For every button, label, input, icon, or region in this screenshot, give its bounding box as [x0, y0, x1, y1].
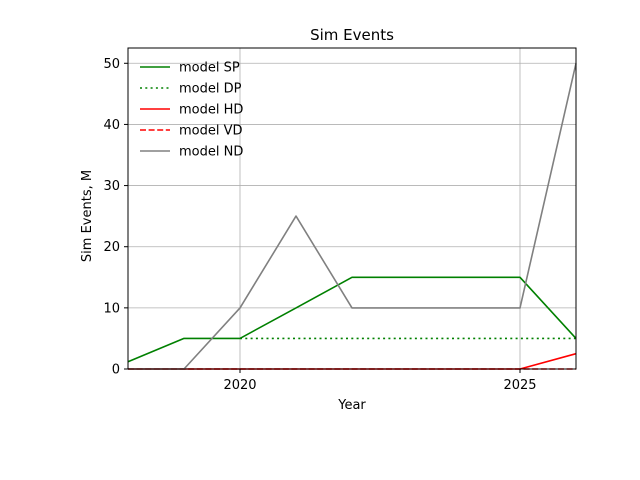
chart-title: Sim Events — [310, 26, 394, 44]
y-axis-label: Sim Events, M — [80, 170, 95, 262]
plot-frame — [127, 47, 577, 370]
ticks: 0 10 20 30 40 50 2020 2025 — [103, 57, 536, 393]
y-tick-label: 20 — [103, 240, 120, 255]
legend-label: model VD — [179, 124, 243, 139]
legend-label: model ND — [179, 145, 243, 160]
series-line-1 — [127, 276, 577, 363]
legend-label: model HD — [179, 103, 243, 118]
x-axis-label: Year — [337, 398, 366, 413]
series-line-5 — [128, 63, 577, 370]
y-tick-label: 0 — [112, 363, 120, 378]
x-tick-label: 2020 — [223, 378, 256, 393]
grid — [128, 48, 576, 370]
legend-label: model SP — [179, 61, 240, 76]
legend: model SP model DP model HD model VD model ND — [140, 61, 243, 160]
y-tick-label: 30 — [103, 179, 120, 194]
y-tick-label: 10 — [103, 301, 120, 316]
x-tick-label: 2025 — [503, 378, 536, 393]
y-tick-label: 50 — [103, 57, 120, 72]
legend-label: model DP — [179, 82, 242, 97]
y-tick-label: 40 — [103, 118, 120, 133]
